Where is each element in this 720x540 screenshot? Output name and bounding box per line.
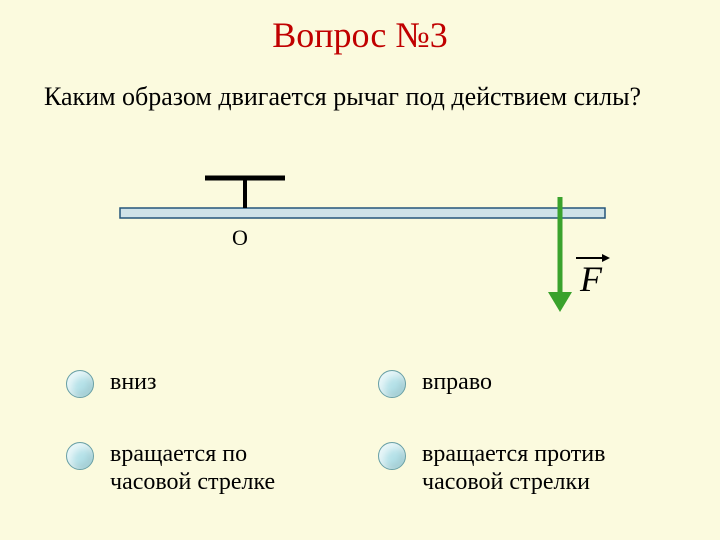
radio-button[interactable]: [66, 442, 94, 470]
answer-option-2[interactable]: вправо: [378, 368, 678, 398]
answer-option-3[interactable]: вращается почасовой стрелке: [66, 440, 306, 497]
force-vector-label: F: [580, 258, 602, 300]
answer-option-4[interactable]: вращается противчасовой стрелки: [378, 440, 678, 497]
radio-button[interactable]: [378, 370, 406, 398]
radio-button[interactable]: [378, 442, 406, 470]
radio-button[interactable]: [66, 370, 94, 398]
pivot-label: О: [232, 225, 248, 251]
option-label: вращается противчасовой стрелки: [422, 440, 605, 497]
option-label: вращается почасовой стрелке: [110, 440, 275, 497]
answer-option-1[interactable]: вниз: [66, 368, 306, 398]
option-label: вниз: [110, 368, 157, 396]
option-label: вправо: [422, 368, 492, 396]
